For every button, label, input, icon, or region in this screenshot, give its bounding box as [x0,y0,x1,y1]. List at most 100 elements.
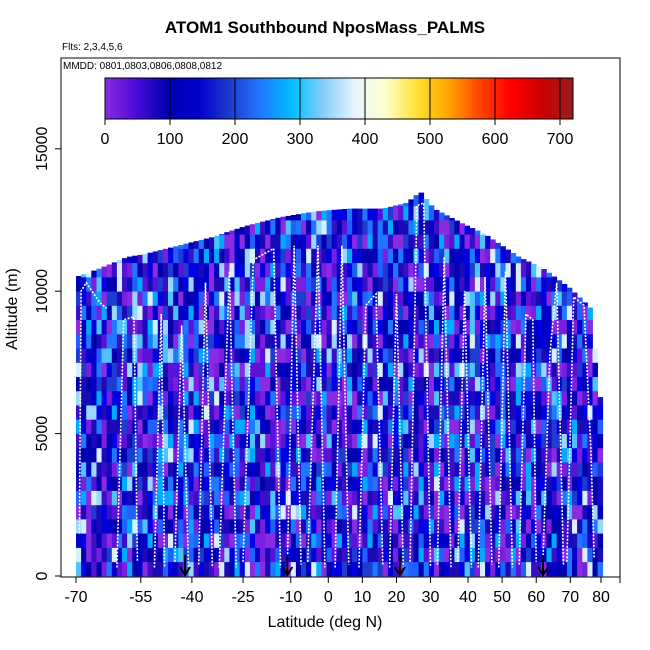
heatmap-cell [357,533,363,548]
heatmap-cell [137,254,143,264]
heatmap-cell [577,561,583,577]
heatmap-cell [81,533,87,548]
heatmap-cell [485,248,491,264]
heatmap-cell [331,561,338,577]
heatmap-cell [597,447,604,463]
heatmap-cell [137,462,143,477]
heatmap-cell [546,390,552,406]
heatmap-cell [336,234,343,249]
heatmap-cell [480,447,486,463]
heatmap-cell [572,476,578,491]
heatmap-cell [413,533,419,548]
heatmap-cell [321,405,327,420]
heatmap-cell [464,234,471,249]
heatmap-cell [597,405,604,420]
heatmap-cell [556,476,563,491]
x-tick-label: -10 [279,589,302,606]
heatmap-cell [81,547,87,563]
heatmap-cell [362,234,368,249]
heatmap-cell [326,476,333,491]
heatmap-cell [480,277,486,292]
heatmap-cell [193,248,200,264]
heatmap-cell [101,333,108,349]
heatmap-cell [485,390,491,406]
heatmap-cell [101,405,108,420]
heatmap-cell [423,519,430,534]
heatmap-cell [193,305,200,320]
heatmap-cell [311,262,317,278]
heatmap-cell [290,333,297,349]
heatmap-cell [203,561,210,577]
heatmap-cell [214,405,220,420]
heatmap-cell [341,248,348,264]
heatmap-cell [505,319,511,335]
heatmap-cell [260,462,266,477]
heatmap-cell [255,490,261,506]
heatmap-cell [101,362,108,377]
heatmap-cell [162,333,169,349]
heatmap-cell [387,206,394,221]
heatmap-cell [469,447,476,463]
heatmap-cell [147,419,154,434]
heatmap-cell [500,519,506,534]
heatmap-cell [331,305,338,320]
heatmap-cell [464,305,471,320]
heatmap-cell [86,433,92,449]
heatmap-cell [122,519,128,534]
heatmap-cell [398,348,404,363]
heatmap-cell [198,362,205,377]
heatmap-cell [382,291,389,306]
heatmap-cell [111,519,118,534]
heatmap-cell [362,462,368,477]
heatmap-cell [219,476,225,491]
heatmap-cell [357,319,363,335]
heatmap-cell [367,348,373,363]
x-tick-label: 20 [388,589,406,606]
heatmap-cell [331,419,338,434]
heatmap-cell [582,547,588,563]
heatmap-cell [510,519,517,534]
heatmap-cell [157,262,164,278]
heatmap-cell [203,476,210,491]
heatmap-cell [214,390,220,406]
heatmap-cell [510,376,517,392]
heatmap-cell [336,476,343,491]
heatmap-cell [546,419,552,434]
heatmap-cell [357,504,363,520]
heatmap-cell [260,447,266,463]
heatmap-cell [480,561,486,577]
heatmap-cell [480,405,486,420]
heatmap-cell [168,376,174,392]
heatmap-cell [357,462,363,477]
heatmap-cell [331,462,338,477]
heatmap-cell [526,433,532,449]
heatmap-cell [459,519,465,534]
flight-profile [197,282,214,568]
heatmap-cell [423,248,430,264]
heatmap-cell [413,476,419,491]
heatmap-cell [566,287,573,292]
heatmap-cell [347,533,353,548]
heatmap-cell [306,362,312,377]
heatmap-cell [572,405,578,420]
heatmap-cell [209,405,215,420]
heatmap-cell [347,362,353,377]
heatmap-cell [403,248,409,264]
heatmap-cell [295,305,302,320]
heatmap-cell [510,490,517,506]
heatmap-cell [393,462,399,477]
heatmap-cell [531,291,537,306]
heatmap-cell [162,447,169,463]
heatmap-cell [352,291,358,306]
heatmap-cell [244,462,251,477]
heatmap-cell [127,533,133,548]
heatmap-cell [106,490,113,506]
heatmap-cell [403,419,409,434]
heatmap-cell [566,348,573,363]
heatmap-cell [459,476,465,491]
heatmap-cell [260,490,266,506]
heatmap-cell [428,234,435,249]
heatmap-cell [157,348,164,363]
heatmap-cell [454,533,460,548]
heatmap-cell [387,220,394,235]
